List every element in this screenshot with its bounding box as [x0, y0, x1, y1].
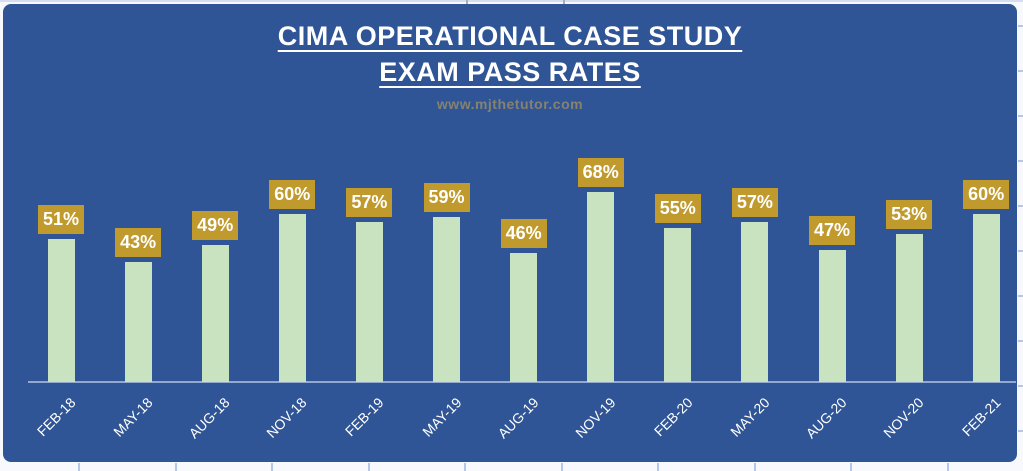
- bar-AUG-19: [510, 253, 538, 382]
- bar-MAY-18: [124, 261, 152, 382]
- chart-title: CIMA OPERATIONAL CASE STUDY EXAM PASS RA…: [3, 18, 1017, 90]
- bar-value-label-FEB-21: 60%: [963, 180, 1010, 209]
- bar-FEB-19: [355, 222, 383, 382]
- spreadsheet-gridline-tick: [1018, 430, 1023, 432]
- spreadsheet-gridline-tick: [1018, 295, 1023, 297]
- spreadsheet-gridline-tick: [657, 463, 659, 471]
- x-axis-tick-label-AUG-20: AUG-20: [802, 394, 850, 442]
- spreadsheet-gridline-tick: [1018, 25, 1023, 27]
- x-axis-tick-label-FEB-18: FEB-18: [33, 394, 79, 440]
- x-axis-tick-label-FEB-19: FEB-19: [342, 394, 388, 440]
- x-axis-line: [28, 381, 1016, 383]
- x-axis-tick-label-MAY-20: MAY-20: [727, 394, 773, 440]
- spreadsheet-gridline-tick: [1018, 385, 1023, 387]
- spreadsheet-gridline-tick: [946, 463, 949, 471]
- spreadsheet-gridline-tick: [466, 0, 468, 4]
- bar-FEB-21: [972, 214, 1000, 382]
- bar-FEB-20: [664, 228, 692, 382]
- bar-value-label-FEB-20: 55%: [654, 194, 701, 223]
- spreadsheet-gridline-tick: [271, 463, 273, 471]
- bar-value-label-MAY-18: 43%: [115, 227, 162, 257]
- bar-NOV-19: [587, 191, 615, 382]
- spreadsheet-gridline-tick: [367, 463, 370, 471]
- bar-value-label-AUG-19: 46%: [500, 219, 547, 249]
- x-axis-tick-label-NOV-19: NOV-19: [571, 394, 619, 441]
- watermark-url: www.mjthetutor.com: [436, 96, 584, 112]
- bar-value-label-NOV-18: 60%: [269, 180, 316, 209]
- bar-NOV-18: [278, 214, 306, 382]
- spreadsheet-gridline-tick: [1018, 160, 1023, 162]
- spreadsheet-gridline-tick: [1018, 115, 1023, 117]
- x-axis-tick-label-FEB-21: FEB-21: [958, 394, 1004, 440]
- x-axis-tick-label-NOV-20: NOV-20: [880, 394, 927, 441]
- bar-NOV-20: [895, 233, 923, 382]
- bar-value-label-AUG-18: 49%: [192, 210, 239, 240]
- x-axis-tick-label-AUG-18: AUG-18: [185, 394, 233, 442]
- bar-value-label-MAY-20: 57%: [731, 188, 778, 218]
- spreadsheet-gridline-tick: [753, 463, 756, 471]
- chart-title-line-1: CIMA OPERATIONAL CASE STUDY: [277, 21, 743, 51]
- x-axis-tick-label-FEB-20: FEB-20: [650, 394, 696, 440]
- spreadsheet-gridline-tick: [1018, 205, 1023, 207]
- bar-MAY-20: [741, 222, 769, 382]
- bar-value-label-FEB-18: 51%: [38, 205, 84, 235]
- bar-AUG-20: [818, 250, 846, 382]
- bar-value-label-FEB-19: 57%: [346, 188, 393, 218]
- bar-value-label-NOV-20: 53%: [886, 199, 933, 229]
- spreadsheet-gridline-tick: [78, 463, 80, 471]
- spreadsheet-gridline-tick: [1018, 250, 1023, 252]
- spreadsheet-gridline-tick: [850, 463, 852, 471]
- spreadsheet-gridline-tick: [464, 463, 466, 471]
- bar-value-label-AUG-20: 47%: [809, 216, 855, 246]
- spreadsheet-gridline-tick: [174, 463, 177, 471]
- spreadsheet-gridline-tick: [1018, 70, 1023, 72]
- spreadsheet-gridline-tick: [563, 0, 565, 4]
- bar-value-label-MAY-19: 59%: [423, 182, 470, 212]
- chart-title-line-2: EXAM PASS RATES: [379, 57, 641, 87]
- bar-MAY-19: [433, 216, 460, 382]
- bar-FEB-18: [47, 239, 75, 382]
- spreadsheet-gridline-tick: [560, 463, 563, 471]
- spreadsheet-gridline-tick: [1018, 340, 1023, 342]
- x-axis-tick-label-MAY-18: MAY-18: [110, 394, 156, 440]
- bar-value-label-NOV-19: 68%: [577, 157, 624, 187]
- x-axis-tick-label-AUG-19: AUG-19: [494, 394, 542, 442]
- x-axis-tick-label-MAY-19: MAY-19: [418, 394, 465, 440]
- spreadsheet-row-line: [0, 0, 1023, 2]
- x-axis-tick-label-NOV-18: NOV-18: [263, 394, 310, 441]
- bar-AUG-18: [201, 244, 229, 382]
